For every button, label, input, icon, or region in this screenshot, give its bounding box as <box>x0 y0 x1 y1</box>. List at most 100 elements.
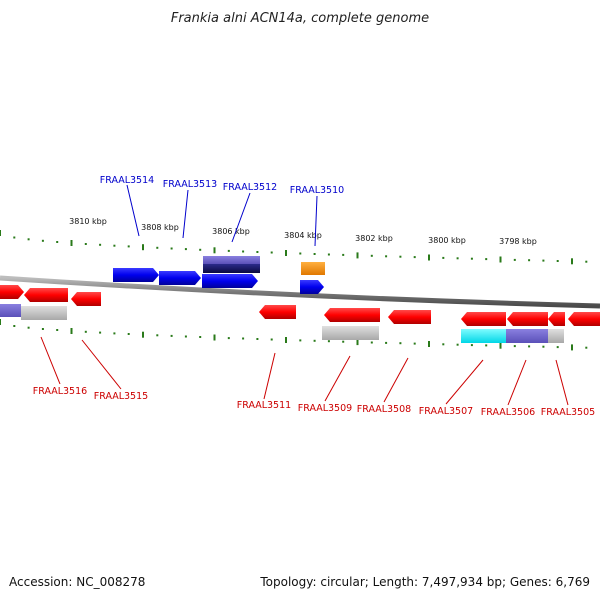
scale-tick-upper-minor <box>370 254 373 257</box>
label-fraal3513[interactable]: FRAAL3513 <box>163 179 217 190</box>
gene-fraal3506b[interactable] <box>548 312 565 326</box>
scale-tick-lower-minor <box>327 340 330 343</box>
gene-fraal3516[interactable] <box>24 288 68 302</box>
label-fraal3512[interactable]: FRAAL3512 <box>223 182 277 193</box>
scale-tick-lower-minor <box>113 332 116 335</box>
label-fraal3514[interactable]: FRAAL3514 <box>100 175 154 186</box>
leader-fraal3511 <box>263 352 276 400</box>
topology-summary: Topology: circular; Length: 7,497,934 bp… <box>259 575 590 589</box>
gene-fraal3515[interactable] <box>71 292 101 306</box>
scale-tick-upper-minor <box>327 253 330 256</box>
scale-tick-lower-minor <box>242 337 245 340</box>
gene-fraal3505[interactable] <box>568 312 600 326</box>
gene-fraal3510[interactable] <box>300 280 324 294</box>
map-title: Frankia alni ACN14a, complete genome <box>171 11 429 26</box>
scale-tick-lower-minor <box>127 333 130 335</box>
scale-tick-upper-major <box>499 256 502 263</box>
scale-tick-lower-major <box>0 319 1 325</box>
scale-tick-lower-minor <box>485 344 488 347</box>
scale-tick-lower-minor <box>84 330 87 333</box>
scale-tick-upper-minor <box>456 257 459 260</box>
scale-tick-lower-minor <box>156 334 159 337</box>
scale-tick-upper-minor <box>513 258 516 261</box>
leader-fraal3507 <box>445 359 484 405</box>
scale-tick-lower-minor <box>385 341 388 344</box>
genome-backbone <box>0 275 600 309</box>
scale-tick-upper-minor <box>41 239 44 242</box>
gene-fraal3516-homolog-b[interactable] <box>21 306 67 320</box>
gene-fraal3511[interactable] <box>259 305 296 319</box>
gene-fraal3506-homolog-b[interactable] <box>548 329 564 343</box>
scale-tick-lower-minor <box>413 342 416 345</box>
label-fraal3511[interactable]: FRAAL3511 <box>237 400 291 411</box>
label-fraal3505[interactable]: FRAAL3505 <box>541 407 595 418</box>
leader-fraal3512 <box>231 192 251 243</box>
scale-tick-lower-major <box>213 334 216 341</box>
scale-tick-lower-minor <box>370 341 373 344</box>
label-fraal3515[interactable]: FRAAL3515 <box>94 391 148 402</box>
gene-fraal3512-homolog-a[interactable] <box>203 256 260 264</box>
scale-label-3808: 3808 kbp <box>141 223 179 232</box>
scale-tick-lower-minor <box>170 334 173 337</box>
gene-fraal3514[interactable] <box>113 268 159 282</box>
gene-fraal3510-homolog[interactable] <box>301 262 325 275</box>
scale-tick-lower-major <box>499 342 502 349</box>
label-fraal3508[interactable]: FRAAL3508 <box>357 404 411 415</box>
scale-tick-lower-minor <box>556 346 559 349</box>
leader-fraal3508 <box>383 357 409 403</box>
leader-fraal3509 <box>324 355 351 402</box>
scale-tick-upper-minor <box>556 260 559 262</box>
scale-tick-lower-minor <box>270 338 273 341</box>
scale-tick-lower-minor <box>342 340 345 343</box>
leader-fraal3513 <box>182 189 189 239</box>
gene-fraal3516-homolog-a[interactable] <box>0 304 21 317</box>
label-fraal3510[interactable]: FRAAL3510 <box>290 185 344 196</box>
gene-fraal3507-homolog[interactable] <box>461 329 506 343</box>
gene-fraal3508[interactable] <box>388 310 431 324</box>
scale-tick-lower-minor <box>99 331 102 334</box>
scale-tick-upper-minor <box>127 245 130 248</box>
gene-partial-left[interactable] <box>0 285 24 299</box>
scale-tick-upper-minor <box>470 257 473 260</box>
leader-fraal3505 <box>555 359 569 406</box>
scale-tick-upper-minor <box>485 258 488 261</box>
gene-fraal3513[interactable] <box>159 271 201 285</box>
scale-tick-lower-minor <box>313 339 316 342</box>
gene-fraal3507[interactable] <box>461 312 506 326</box>
scale-label-3810: 3810 kbp <box>69 217 107 226</box>
scale-tick-lower-major <box>70 328 73 334</box>
gene-fraal3512[interactable] <box>202 274 258 288</box>
scale-tick-upper-minor <box>184 248 187 251</box>
scale-ticks-lower <box>0 319 588 351</box>
scale-tick-upper-minor <box>27 238 30 241</box>
label-fraal3506[interactable]: FRAAL3506 <box>481 407 535 418</box>
scale-tick-lower-minor <box>227 337 230 340</box>
scale-tick-lower-minor <box>513 345 516 348</box>
gene-fraal3509-homolog[interactable] <box>322 326 379 340</box>
gene-fraal3509[interactable] <box>324 308 380 322</box>
scale-tick-upper-minor <box>13 236 16 239</box>
scale-tick-upper-major <box>428 254 430 261</box>
accession-text: Accession: NC_008278 <box>9 575 145 589</box>
scale-tick-upper-minor <box>199 248 202 251</box>
reverse-strand-genes <box>0 285 600 343</box>
forward-gene-labels <box>126 184 318 247</box>
scale-tick-lower-minor <box>199 336 202 338</box>
scale-label-3806: 3806 kbp <box>212 227 250 236</box>
gene-fraal3512-homolog-b[interactable] <box>203 264 260 273</box>
scale-tick-upper-major <box>70 240 73 246</box>
scale-tick-lower-minor <box>299 339 302 342</box>
scale-tick-lower-major <box>571 344 573 351</box>
scale-tick-upper-minor <box>99 243 102 246</box>
label-fraal3516[interactable]: FRAAL3516 <box>33 386 87 397</box>
scale-tick-lower-minor <box>256 338 259 340</box>
label-fraal3507[interactable]: FRAAL3507 <box>419 406 473 417</box>
forward-strand-genes <box>113 256 325 294</box>
label-fraal3509[interactable]: FRAAL3509 <box>298 403 352 414</box>
scale-tick-upper-major <box>285 250 287 256</box>
gene-fraal3506[interactable] <box>507 312 548 326</box>
scale-tick-upper-minor <box>385 255 388 258</box>
gene-fraal3506-homolog-a[interactable] <box>506 329 548 343</box>
scale-tick-upper-minor <box>542 259 545 262</box>
